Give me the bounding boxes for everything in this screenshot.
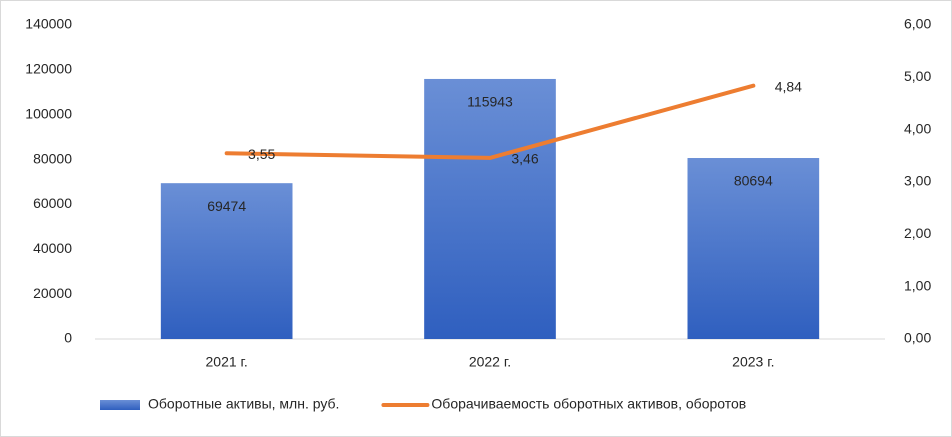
x-tick-label: 2022 г. [469, 354, 511, 370]
y-tick-label: 100000 [25, 105, 72, 121]
y2-tick-label: 3,00 [904, 173, 931, 189]
x-tick-label: 2023 г. [732, 354, 774, 370]
line [224, 83, 756, 160]
data-label: 4,84 [775, 78, 802, 94]
y2-tick-label: 2,00 [904, 225, 931, 241]
y-tick-label: 120000 [25, 61, 72, 77]
legend-label: Оборачиваемость оборотных активов, оборо… [431, 396, 746, 412]
legend-swatch [100, 400, 140, 410]
data-label: 115943 [467, 94, 513, 110]
y-tick-label: 0 [64, 330, 72, 346]
bar [687, 158, 820, 339]
data-label: 3,55 [248, 146, 275, 162]
y-tick-label: 60000 [33, 195, 72, 211]
y-tick-label: 20000 [33, 285, 72, 301]
y2-tick-label: 4,00 [904, 120, 931, 136]
bar [160, 183, 293, 339]
y2-tick-label: 0,00 [904, 330, 931, 346]
y-tick-label: 140000 [25, 16, 72, 32]
x-tick-label: 2021 г. [206, 354, 248, 370]
y-tick-label: 80000 [33, 150, 72, 166]
y2-tick-label: 5,00 [904, 68, 931, 84]
y-tick-label: 40000 [33, 240, 72, 256]
data-label: 80694 [734, 173, 773, 189]
bar [424, 78, 556, 339]
y2-tick-label: 1,00 [904, 277, 931, 293]
data-label: 3,46 [511, 151, 538, 167]
y2-tick-label: 6,00 [904, 16, 931, 32]
data-label: 69474 [207, 198, 246, 214]
legend-label: Оборотные активы, млн. руб. [148, 396, 339, 412]
